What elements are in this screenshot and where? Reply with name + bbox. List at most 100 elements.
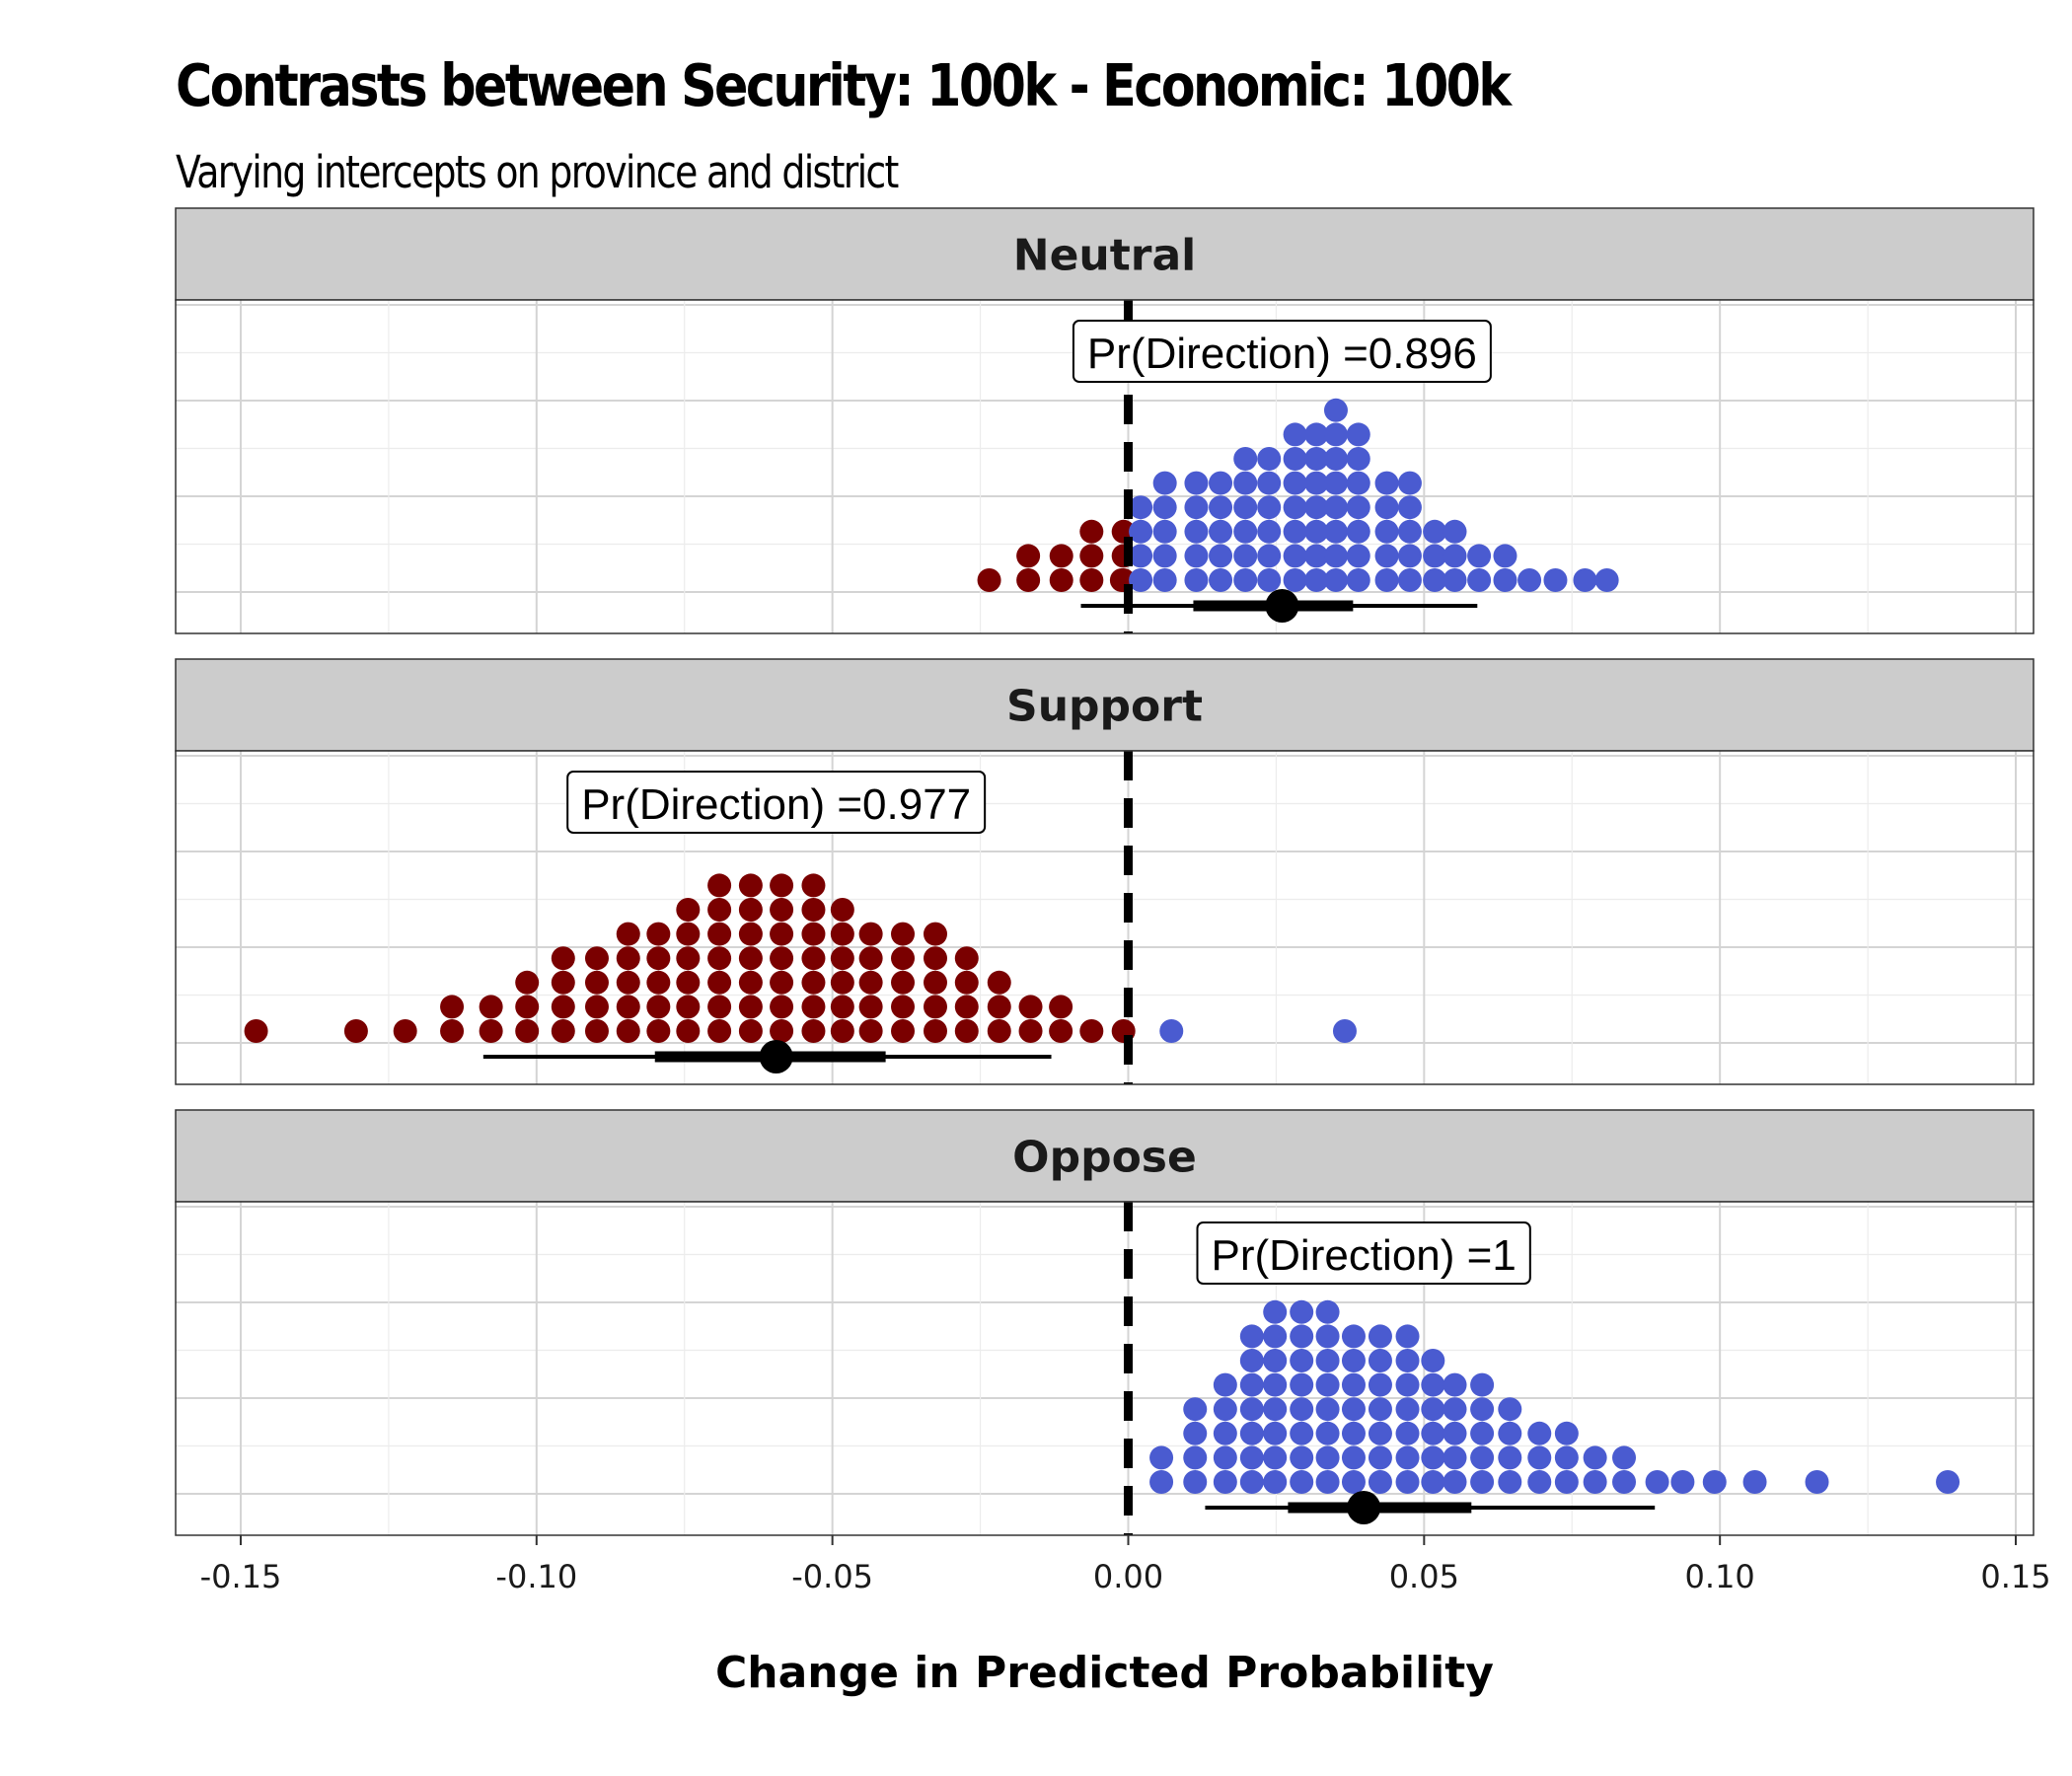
- dot-neutral: [1233, 495, 1258, 520]
- dot-support: [830, 1019, 854, 1043]
- dot-support: [923, 922, 947, 946]
- panel-neutral: Neutral Pr(Direction) =0.896: [175, 207, 2035, 634]
- dot-neutral: [1049, 568, 1073, 592]
- dot-oppose: [1290, 1299, 1314, 1324]
- dot-oppose: [1645, 1470, 1669, 1494]
- dot-support: [515, 1019, 540, 1043]
- dot-oppose: [1368, 1397, 1392, 1422]
- dot-oppose: [1498, 1421, 1522, 1445]
- dot-neutral: [1594, 568, 1619, 592]
- dot-neutral: [1283, 544, 1307, 568]
- dot-support: [584, 970, 609, 995]
- direction-label-box: [566, 771, 987, 834]
- dot-support: [1018, 1019, 1043, 1043]
- dot-oppose: [1421, 1470, 1445, 1494]
- dot-neutral: [1283, 447, 1307, 471]
- dot-oppose: [1421, 1349, 1445, 1372]
- dot-support: [646, 922, 671, 946]
- dot-support: [738, 873, 763, 898]
- dot-support: [1079, 1019, 1104, 1043]
- dot-support: [551, 946, 575, 971]
- dot-oppose: [1239, 1324, 1264, 1349]
- dot-support: [923, 1019, 947, 1043]
- dot-support: [584, 995, 609, 1019]
- dot-support: [770, 946, 794, 971]
- point-estimate: [759, 1040, 793, 1073]
- panel-border: [175, 750, 2035, 1085]
- dot-neutral: [1346, 568, 1370, 592]
- chart-title: Contrasts between Security: 100k - Econo…: [176, 51, 1512, 119]
- dot-support: [616, 995, 640, 1019]
- dot-neutral: [977, 568, 1001, 592]
- dot-support: [987, 970, 1011, 995]
- dot-neutral: [1323, 544, 1348, 568]
- dot-support: [440, 1019, 465, 1043]
- dot-oppose: [1368, 1470, 1392, 1494]
- dot-oppose: [1612, 1470, 1637, 1494]
- dot-neutral: [1184, 568, 1209, 592]
- dot-neutral: [1283, 471, 1307, 495]
- dot-neutral: [1374, 495, 1399, 520]
- dot-support: [440, 995, 465, 1019]
- dot-support: [987, 995, 1011, 1019]
- dot-support: [923, 946, 947, 971]
- dot-oppose: [1263, 1445, 1288, 1470]
- dot-neutral: [1323, 519, 1348, 544]
- dot-support: [707, 970, 732, 995]
- dot-support: [738, 995, 763, 1019]
- dot-oppose: [1263, 1397, 1288, 1422]
- dot-neutral: [1467, 568, 1492, 592]
- dot-neutral: [1233, 447, 1258, 471]
- dot-oppose: [1554, 1470, 1579, 1494]
- dot-neutral: [1374, 519, 1399, 544]
- dot-oppose: [1554, 1445, 1579, 1470]
- dot-support: [858, 946, 883, 971]
- dot-support: [584, 1019, 609, 1043]
- dot-oppose: [1315, 1372, 1340, 1397]
- dot-oppose: [1583, 1445, 1607, 1470]
- dot-neutral: [1323, 495, 1348, 520]
- dot-neutral: [1346, 544, 1370, 568]
- dot-oppose: [1239, 1445, 1264, 1470]
- dot-oppose: [1368, 1421, 1392, 1445]
- dot-oppose: [1498, 1470, 1522, 1494]
- dot-support: [770, 995, 794, 1019]
- dot-support: [551, 970, 575, 995]
- panel-border: [175, 299, 2035, 634]
- dot-neutral: [1397, 471, 1422, 495]
- direction-label: Pr(Direction) =1: [1212, 1231, 1517, 1280]
- dot-neutral: [1129, 519, 1153, 544]
- dot-neutral: [1257, 519, 1282, 544]
- dot-neutral: [1257, 447, 1282, 471]
- x-tick-label: -0.05: [791, 1558, 873, 1595]
- direction-label-box: [1072, 320, 1492, 383]
- dot-support: [1159, 1019, 1184, 1043]
- dot-oppose: [1315, 1397, 1340, 1422]
- dot-support: [738, 898, 763, 922]
- dot-oppose: [1341, 1470, 1366, 1494]
- dot-oppose: [1239, 1470, 1264, 1494]
- dot-support: [244, 1019, 268, 1043]
- dot-neutral: [1323, 471, 1348, 495]
- dot-neutral: [1304, 495, 1329, 520]
- dot-neutral: [1152, 471, 1177, 495]
- dot-oppose: [1470, 1421, 1495, 1445]
- dot-oppose: [1263, 1372, 1288, 1397]
- dot-support: [707, 898, 732, 922]
- dot-support: [551, 1019, 575, 1043]
- dot-oppose: [1395, 1445, 1420, 1470]
- dot-oppose: [1742, 1470, 1767, 1494]
- dot-oppose: [1443, 1445, 1467, 1470]
- dot-oppose: [1583, 1470, 1607, 1494]
- dot-neutral: [1129, 544, 1153, 568]
- dot-oppose: [1395, 1421, 1420, 1445]
- dot-oppose: [1395, 1397, 1420, 1422]
- panel-oppose: Oppose Pr(Direction) =1: [175, 1109, 2035, 1536]
- x-tick-label: 0.00: [1093, 1558, 1163, 1595]
- dot-oppose: [1421, 1372, 1445, 1397]
- facet-label: Oppose: [1012, 1133, 1197, 1183]
- dot-neutral: [1152, 519, 1177, 544]
- dot-support: [584, 946, 609, 971]
- dot-neutral: [1233, 568, 1258, 592]
